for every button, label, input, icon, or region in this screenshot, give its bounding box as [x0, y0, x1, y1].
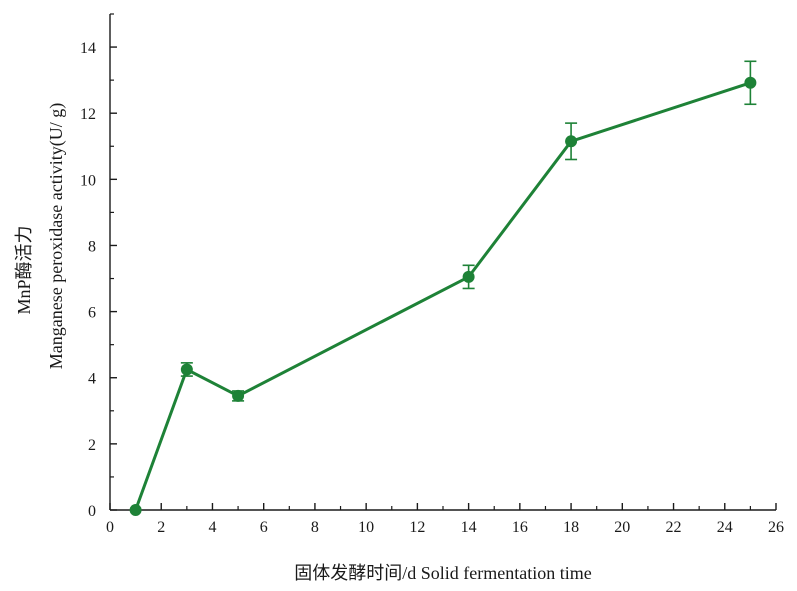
y-tick-label: 8	[88, 238, 96, 255]
x-ticks: 0 2 4 6 8 10 12 14 16 18 20 22 24 26	[106, 503, 784, 536]
y-tick-label: 12	[80, 106, 96, 123]
data-point	[180, 363, 193, 376]
x-tick-label: 12	[409, 519, 425, 536]
y-axis-title-line1: MnP酶活力	[14, 225, 34, 314]
y-tick-label: 6	[88, 305, 96, 322]
data-point	[565, 135, 578, 148]
y-tick-label: 0	[88, 503, 96, 520]
data-point	[129, 504, 142, 516]
x-tick-label: 2	[157, 519, 165, 536]
x-tick-label: 14	[461, 519, 477, 536]
series-layer	[129, 60, 757, 516]
x-tick-label: 4	[208, 519, 216, 536]
x-tick-label: 22	[666, 519, 682, 536]
y-ticks: 0 2 4 6 8 10 12 14	[80, 13, 117, 520]
data-point	[232, 389, 245, 402]
x-tick-label: 20	[614, 519, 630, 536]
x-tick-label: 10	[358, 519, 374, 536]
axes	[109, 14, 776, 511]
data-point	[462, 270, 475, 283]
y-axis-title-line2: Manganese peroxidase activity(U/ g)	[46, 103, 67, 369]
x-tick-label: 8	[311, 519, 319, 536]
x-tick-label: 0	[106, 519, 114, 536]
x-tick-label: 6	[260, 519, 268, 536]
x-axis-title: 固体发酵时间/d Solid fermentation time	[294, 563, 591, 583]
y-tick-label: 14	[80, 40, 96, 57]
x-tick-label: 18	[563, 519, 579, 536]
x-tick-label: 24	[717, 519, 733, 536]
x-tick-label: 26	[768, 519, 784, 536]
y-tick-label: 10	[80, 172, 96, 189]
series-line	[134, 81, 751, 511]
x-tick-label: 16	[512, 519, 528, 536]
y-tick-label: 2	[88, 437, 96, 454]
y-tick-label: 4	[88, 371, 96, 388]
data-point	[744, 76, 757, 89]
